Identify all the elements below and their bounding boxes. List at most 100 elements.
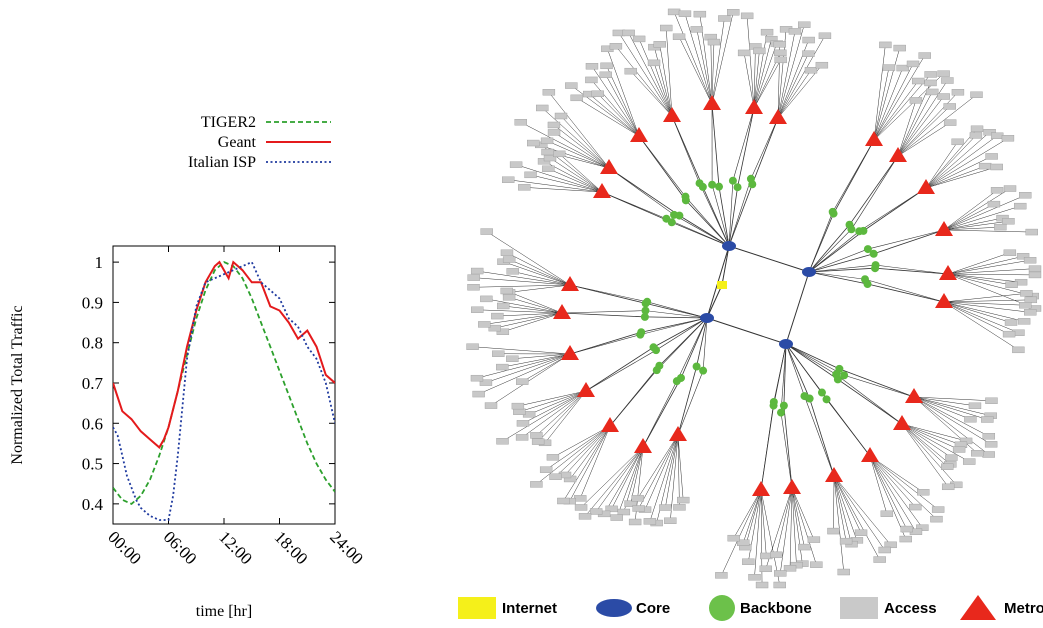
network-link: [943, 301, 1019, 333]
network-link: [555, 425, 611, 477]
access-node: [837, 568, 850, 576]
y-axis-label: Normalized Total Traffic: [9, 305, 26, 464]
access-node: [496, 363, 509, 371]
network-link: [503, 261, 571, 286]
access-node: [631, 495, 644, 502]
network-link: [743, 52, 755, 109]
access-node: [926, 88, 939, 96]
network-link: [711, 18, 725, 105]
network-link: [490, 353, 571, 406]
network-link: [777, 24, 805, 119]
network-link: [597, 93, 640, 137]
access-node: [599, 71, 612, 79]
access-node: [937, 93, 950, 100]
network-link: [873, 67, 890, 141]
network-link: [785, 343, 837, 375]
network-link: [608, 167, 675, 216]
network-link: [659, 44, 673, 117]
network-link: [494, 312, 563, 329]
access-node: [896, 64, 909, 72]
access-node: [748, 574, 761, 581]
network-link: [943, 293, 1027, 303]
access-node: [547, 129, 561, 136]
network-link: [913, 396, 989, 437]
network-link: [611, 446, 644, 510]
backbone-node: [681, 192, 690, 201]
network-link: [684, 13, 713, 105]
access-node: [878, 546, 891, 554]
network-link: [638, 135, 686, 197]
network-link: [666, 218, 730, 247]
network-link: [833, 475, 852, 545]
metro-node: [935, 293, 953, 308]
network-link: [665, 434, 679, 508]
access-node: [917, 489, 930, 496]
network-link: [637, 434, 679, 499]
access-node: [624, 500, 637, 507]
network-link: [947, 273, 1012, 286]
network-link: [728, 187, 738, 247]
network-link: [783, 343, 787, 406]
network-link: [804, 395, 835, 477]
access-node: [513, 408, 526, 415]
access-node: [466, 343, 479, 350]
series-line-italian-isp: [113, 260, 335, 521]
access-node: [804, 66, 818, 74]
access-node: [514, 119, 527, 126]
network-link: [728, 184, 753, 247]
access-node: [1003, 185, 1017, 192]
access-node: [774, 570, 787, 577]
network-link: [673, 214, 730, 247]
network-link: [670, 434, 679, 521]
network-link: [509, 284, 571, 293]
network-link: [751, 117, 779, 185]
network-link: [901, 423, 949, 487]
network-link: [472, 346, 571, 355]
network-link: [947, 259, 1031, 275]
access-node: [918, 52, 931, 59]
access-node: [479, 379, 493, 386]
network-link: [808, 231, 860, 273]
access-node: [985, 397, 998, 404]
metro-node: [669, 426, 687, 441]
network-link: [608, 167, 680, 216]
network-link: [773, 343, 787, 403]
network-link: [616, 446, 644, 518]
network-link: [569, 284, 648, 303]
y-tick-label: 0.9: [82, 293, 103, 312]
network-link: [873, 63, 914, 141]
access-node: [1019, 302, 1032, 309]
network-link: [569, 334, 641, 355]
network-link: [546, 140, 610, 169]
network-link: [901, 423, 960, 450]
network-link: [506, 290, 563, 314]
access-node: [893, 44, 906, 52]
access-node: [524, 171, 537, 179]
network-link: [780, 412, 793, 489]
network-link: [591, 79, 640, 137]
access-node: [971, 450, 984, 457]
metro-node: [553, 304, 571, 319]
network-link: [925, 135, 977, 189]
access-node: [906, 60, 920, 68]
metro-node: [600, 159, 618, 174]
network-link: [753, 43, 777, 109]
network-link: [925, 156, 992, 189]
access-node: [1024, 296, 1038, 304]
core-node: [722, 241, 736, 251]
network-link: [875, 264, 949, 275]
backbone-legend-swatch: [709, 595, 735, 621]
access-node: [471, 306, 484, 313]
network-link: [901, 423, 967, 442]
access-node: [931, 506, 945, 513]
network-link: [791, 487, 805, 548]
network-link: [897, 91, 933, 157]
network-link: [644, 316, 708, 319]
x-tick-label: 12:00: [215, 527, 256, 568]
network-link: [537, 390, 587, 442]
network-link: [943, 195, 1026, 231]
backbone-node: [672, 377, 681, 386]
core-node: [700, 313, 714, 323]
access-node: [715, 572, 728, 579]
network-link: [753, 46, 756, 109]
